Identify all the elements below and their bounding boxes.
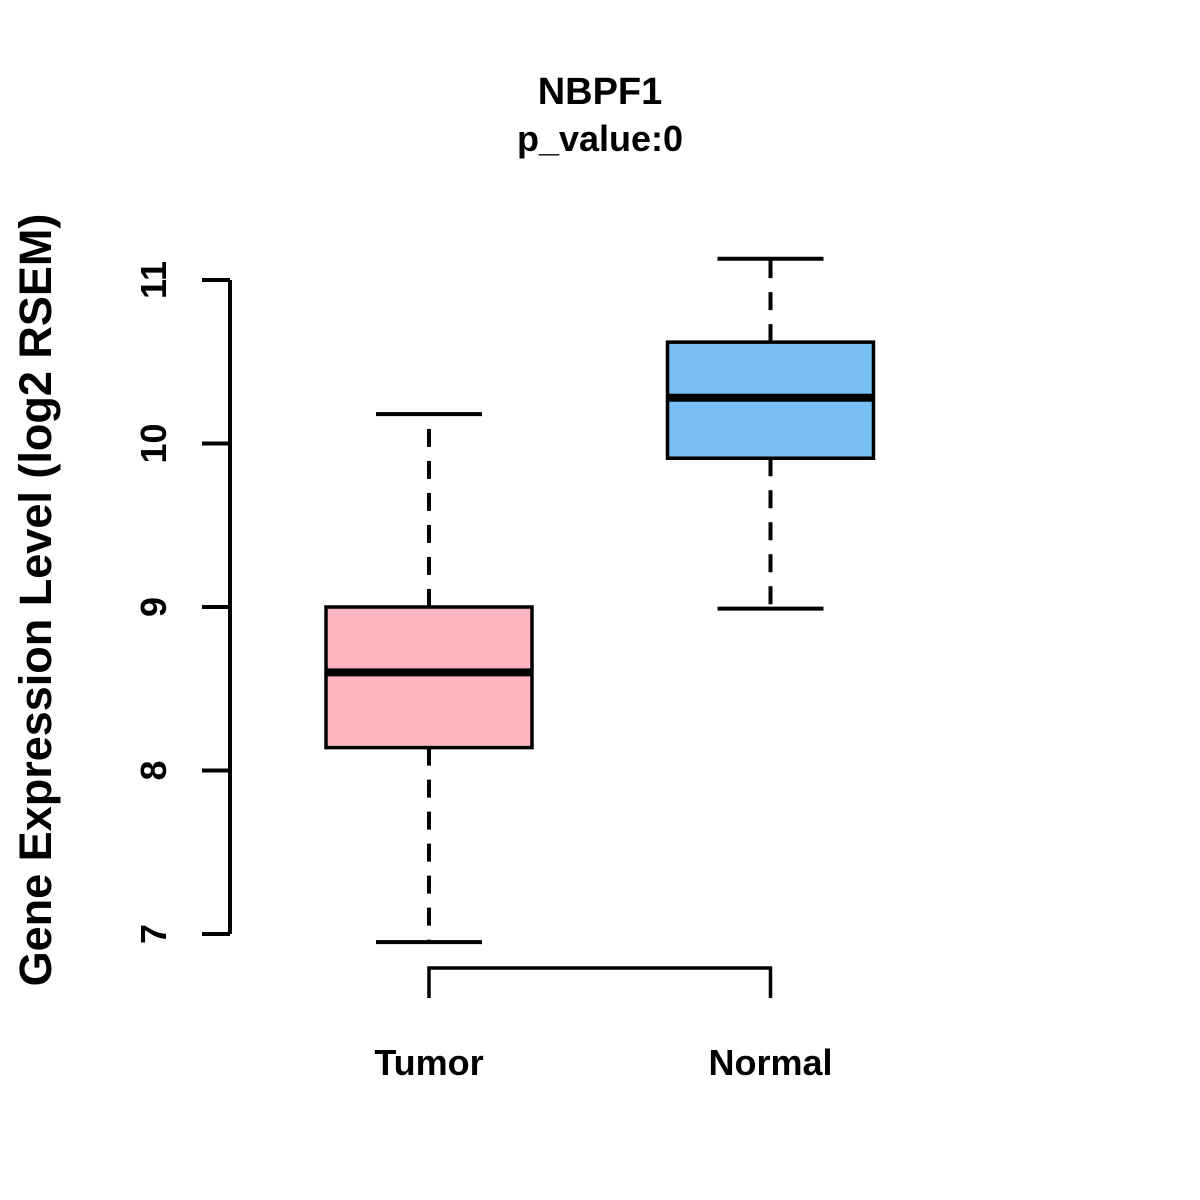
- y-tick-label: 9: [133, 597, 174, 617]
- y-tick-label: 7: [133, 924, 174, 944]
- box-tumor: [324, 605, 534, 750]
- y-tick-label: 8: [133, 760, 174, 780]
- chart-subtitle: p_value:0: [516, 118, 684, 159]
- x-label-normal: Normal: [708, 1042, 832, 1083]
- y-tick-label: 10: [133, 423, 174, 463]
- x-axis-bracket: [427, 966, 773, 998]
- chart-title: NBPF1: [537, 71, 663, 113]
- x-label-tumor: Tumor: [374, 1042, 483, 1083]
- y-tick-label: 11: [133, 261, 174, 299]
